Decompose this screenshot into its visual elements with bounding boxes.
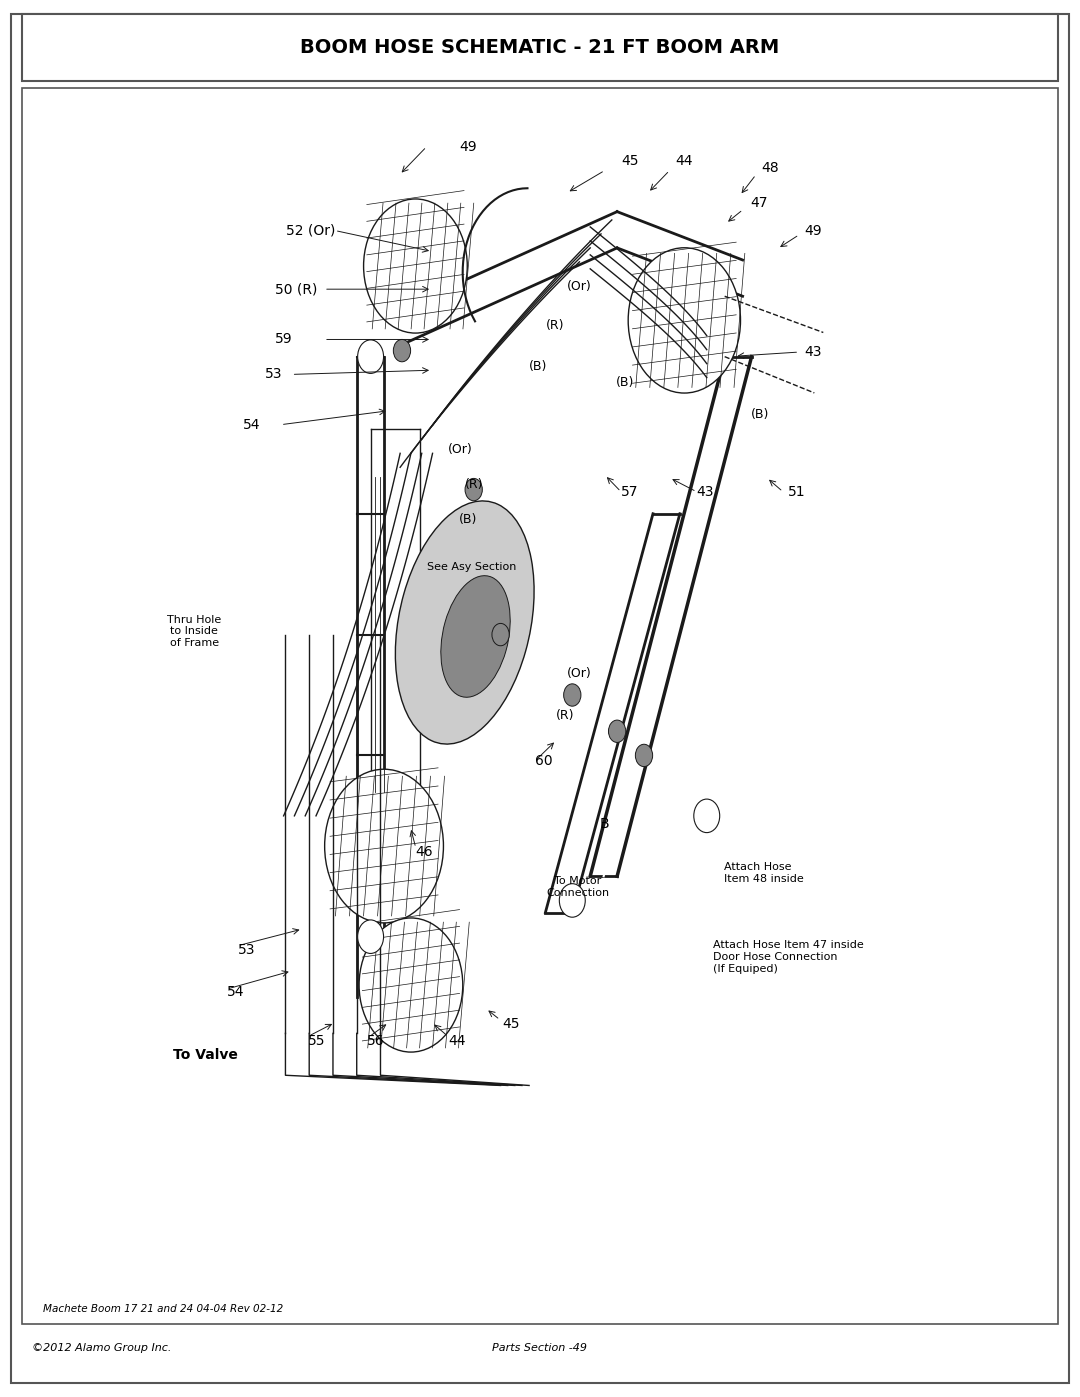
Text: (Or): (Or) bbox=[567, 279, 592, 293]
Text: Machete Boom 17 21 and 24 04-04 Rev 02-12: Machete Boom 17 21 and 24 04-04 Rev 02-1… bbox=[43, 1303, 283, 1315]
Text: (B): (B) bbox=[616, 376, 634, 390]
Text: (R): (R) bbox=[545, 319, 564, 332]
Circle shape bbox=[325, 770, 444, 923]
Text: 45: 45 bbox=[621, 154, 638, 168]
Text: 53: 53 bbox=[265, 367, 282, 381]
Text: 43: 43 bbox=[805, 345, 822, 359]
Circle shape bbox=[359, 918, 462, 1052]
Text: (B): (B) bbox=[529, 359, 548, 373]
FancyBboxPatch shape bbox=[22, 88, 1058, 1324]
Text: 54: 54 bbox=[227, 985, 244, 999]
Text: (Or): (Or) bbox=[567, 666, 592, 680]
Circle shape bbox=[364, 198, 468, 332]
Text: 46: 46 bbox=[416, 845, 433, 859]
Circle shape bbox=[492, 623, 510, 645]
Text: 49: 49 bbox=[805, 224, 822, 237]
Text: (B): (B) bbox=[751, 408, 769, 422]
Text: Attach Hose Item 47 inside
Door Hose Connection
(If Equiped): Attach Hose Item 47 inside Door Hose Con… bbox=[713, 940, 864, 974]
Text: See Asy Section: See Asy Section bbox=[427, 562, 516, 573]
Text: 52 (Or): 52 (Or) bbox=[286, 224, 336, 237]
Circle shape bbox=[635, 745, 652, 767]
Text: BOOM HOSE SCHEMATIC - 21 FT BOOM ARM: BOOM HOSE SCHEMATIC - 21 FT BOOM ARM bbox=[300, 38, 780, 57]
Text: 56: 56 bbox=[367, 1034, 384, 1048]
Ellipse shape bbox=[395, 502, 535, 745]
Text: 59: 59 bbox=[275, 332, 293, 346]
Text: 45: 45 bbox=[502, 1017, 519, 1031]
Text: 47: 47 bbox=[751, 196, 768, 210]
Text: 44: 44 bbox=[448, 1034, 465, 1048]
Circle shape bbox=[465, 478, 483, 500]
FancyBboxPatch shape bbox=[22, 14, 1058, 81]
Text: Attach Hose
Item 48 inside: Attach Hose Item 48 inside bbox=[724, 862, 804, 884]
Text: (R): (R) bbox=[464, 478, 483, 492]
FancyBboxPatch shape bbox=[11, 14, 1069, 1383]
Circle shape bbox=[564, 685, 581, 707]
Text: 50 (R): 50 (R) bbox=[275, 282, 318, 296]
Text: 53: 53 bbox=[238, 943, 255, 957]
Text: ©2012 Alamo Group Inc.: ©2012 Alamo Group Inc. bbox=[32, 1343, 172, 1354]
Text: To Valve: To Valve bbox=[173, 1048, 238, 1062]
Circle shape bbox=[357, 919, 383, 953]
Circle shape bbox=[629, 247, 741, 393]
Text: 48: 48 bbox=[761, 161, 779, 175]
Text: (R): (R) bbox=[556, 708, 575, 722]
Text: 55: 55 bbox=[308, 1034, 325, 1048]
Text: Thru Hole
to Inside
of Frame: Thru Hole to Inside of Frame bbox=[167, 615, 221, 648]
Text: 51: 51 bbox=[788, 485, 806, 499]
Circle shape bbox=[608, 719, 625, 742]
Circle shape bbox=[393, 339, 410, 362]
Text: (B): (B) bbox=[459, 513, 477, 527]
Text: 43: 43 bbox=[697, 485, 714, 499]
Text: (Or): (Or) bbox=[448, 443, 473, 457]
Text: 60: 60 bbox=[535, 754, 552, 768]
Text: 57: 57 bbox=[621, 485, 638, 499]
Circle shape bbox=[693, 799, 719, 833]
Text: 54: 54 bbox=[243, 418, 260, 432]
Text: 44: 44 bbox=[675, 154, 692, 168]
Circle shape bbox=[357, 339, 383, 373]
Text: 49: 49 bbox=[459, 140, 476, 154]
Text: B: B bbox=[599, 817, 609, 831]
Text: Parts Section -49: Parts Section -49 bbox=[492, 1343, 588, 1354]
Text: To Motor
Connection: To Motor Connection bbox=[546, 876, 609, 898]
Circle shape bbox=[559, 884, 585, 918]
Ellipse shape bbox=[441, 576, 510, 697]
